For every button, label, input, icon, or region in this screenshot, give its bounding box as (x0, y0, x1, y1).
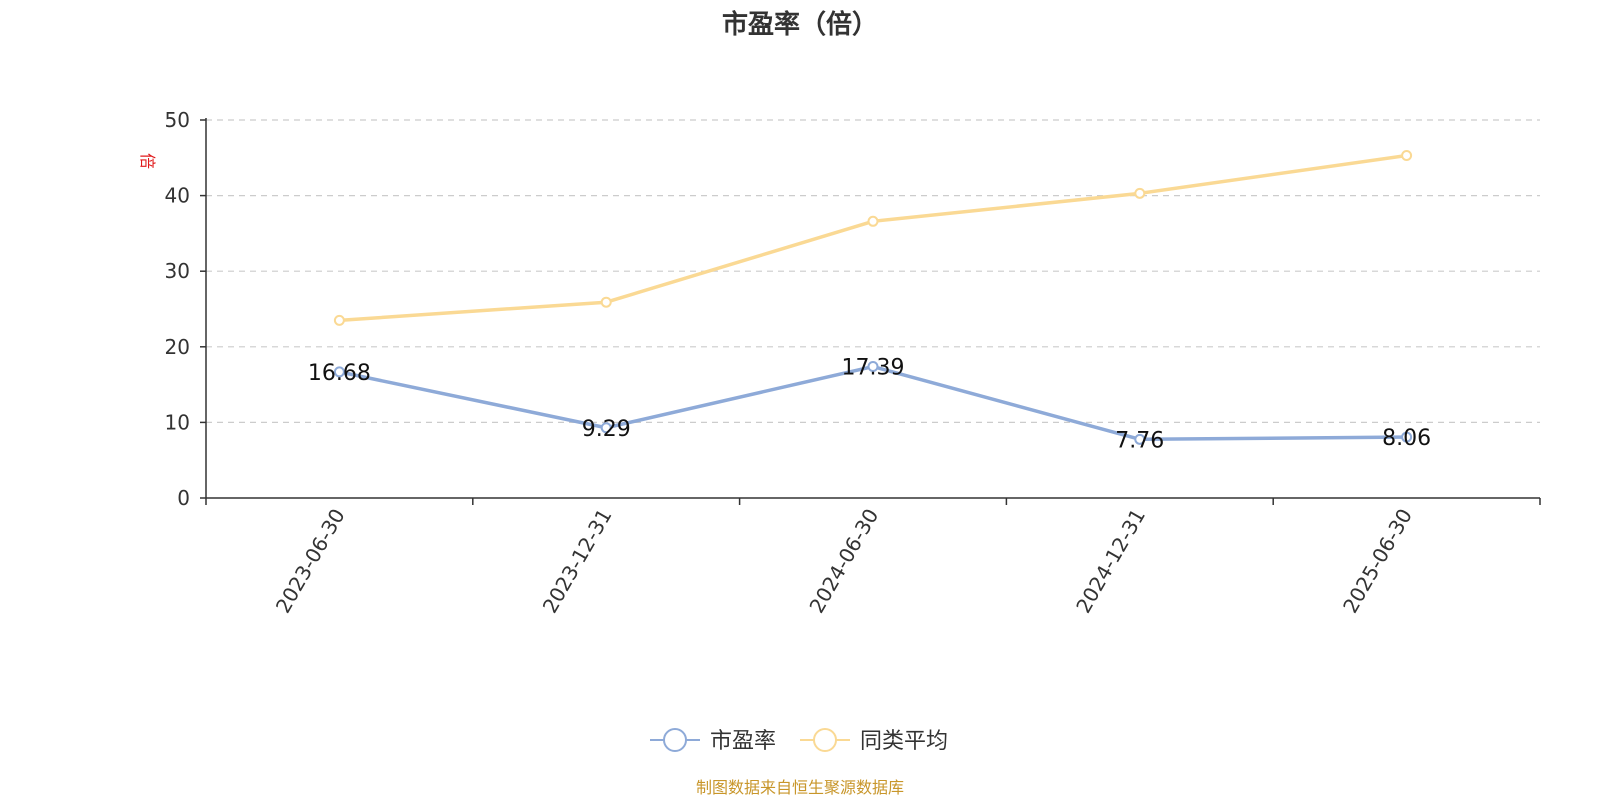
data-point[interactable] (333, 314, 345, 326)
x-tick-label: 2024-06-30 (804, 505, 883, 618)
data-point[interactable] (600, 422, 612, 434)
legend-item-pe[interactable]: 市盈率 (650, 728, 776, 754)
legend-item-peer-avg[interactable]: 同类平均 (800, 728, 948, 754)
y-axis-unit-label: 倍 (138, 153, 157, 169)
y-tick-label: 10 (165, 410, 190, 434)
data-label: 16.68 (308, 361, 371, 386)
x-tick-label: 2023-12-31 (538, 505, 617, 618)
legend-marker-icon (663, 728, 687, 752)
data-point[interactable] (600, 296, 612, 308)
data-point[interactable] (1134, 187, 1146, 199)
data-label: 9.29 (582, 417, 631, 442)
y-tick-label: 20 (165, 335, 190, 359)
legend[interactable]: 市盈率 同类平均 (650, 728, 948, 754)
data-point[interactable] (867, 361, 879, 373)
data-point[interactable] (333, 366, 345, 378)
data-point[interactable] (867, 215, 879, 227)
legend-marker-icon (813, 728, 837, 752)
legend-label: 同类平均 (860, 729, 948, 754)
y-tick-label: 30 (165, 259, 190, 283)
series-line-peer-avg (339, 153, 1407, 323)
x-tick-label: 2024-12-31 (1071, 505, 1150, 618)
source-note: 制图数据来自恒生聚源数据库 (696, 778, 904, 797)
data-label: 17.39 (842, 356, 905, 381)
data-point[interactable] (1401, 150, 1413, 162)
y-tick-label: 40 (165, 184, 190, 208)
data-point[interactable] (1401, 431, 1413, 443)
legend-label: 市盈率 (710, 729, 776, 754)
series-lines (333, 150, 1413, 445)
data-label: 8.06 (1382, 426, 1431, 451)
x-tick-label: 2023-06-30 (271, 505, 350, 618)
y-tick-label: 50 (165, 108, 190, 132)
data-point[interactable] (1134, 433, 1146, 445)
y-tick-label: 0 (177, 486, 190, 510)
grid-lines (206, 119, 1540, 423)
chart-title: 市盈率（倍） (722, 9, 878, 40)
x-tick-label: 2025-06-30 (1338, 505, 1417, 618)
data-label: 7.76 (1115, 428, 1164, 453)
data-labels: 16.68 9.29 17.39 7.76 8.06 (308, 356, 1431, 454)
